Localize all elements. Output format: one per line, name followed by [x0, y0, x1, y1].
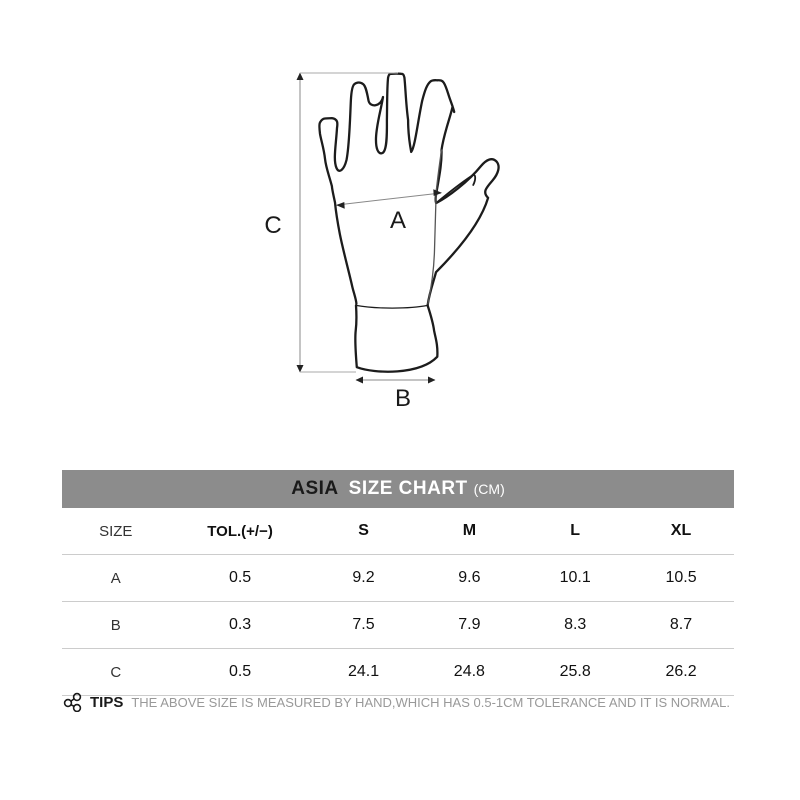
svg-text:B: B: [395, 385, 411, 412]
svg-text:A: A: [390, 207, 406, 234]
svg-text:C: C: [264, 212, 281, 239]
